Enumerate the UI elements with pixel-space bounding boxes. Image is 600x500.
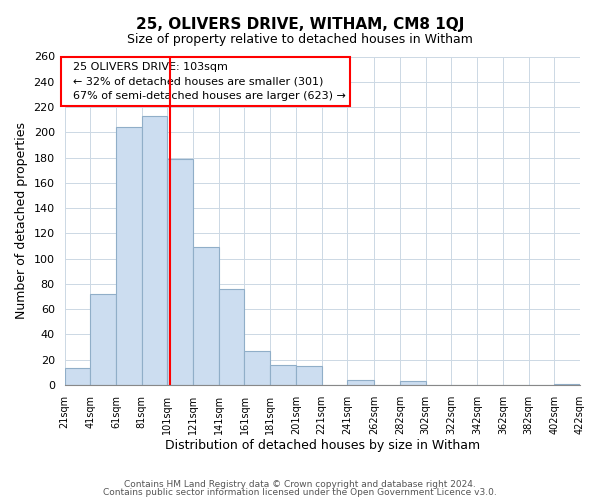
Bar	[116, 127, 142, 385]
Bar	[90, 294, 116, 385]
Bar	[219, 289, 244, 385]
Bar	[244, 350, 270, 385]
Bar	[167, 159, 193, 385]
Bar	[142, 116, 167, 385]
Text: 25, OLIVERS DRIVE, WITHAM, CM8 1QJ: 25, OLIVERS DRIVE, WITHAM, CM8 1QJ	[136, 18, 464, 32]
Bar	[400, 381, 426, 385]
Text: 25 OLIVERS DRIVE: 103sqm
  ← 32% of detached houses are smaller (301)
  67% of s: 25 OLIVERS DRIVE: 103sqm ← 32% of detach…	[66, 62, 346, 101]
Bar	[270, 364, 296, 385]
X-axis label: Distribution of detached houses by size in Witham: Distribution of detached houses by size …	[165, 440, 480, 452]
Y-axis label: Number of detached properties: Number of detached properties	[15, 122, 28, 319]
Bar	[347, 380, 374, 385]
Bar	[554, 384, 580, 385]
Text: Size of property relative to detached houses in Witham: Size of property relative to detached ho…	[127, 32, 473, 46]
Bar	[193, 247, 219, 385]
Bar	[65, 368, 90, 385]
Text: Contains HM Land Registry data © Crown copyright and database right 2024.: Contains HM Land Registry data © Crown c…	[124, 480, 476, 489]
Text: Contains public sector information licensed under the Open Government Licence v3: Contains public sector information licen…	[103, 488, 497, 497]
Bar	[296, 366, 322, 385]
